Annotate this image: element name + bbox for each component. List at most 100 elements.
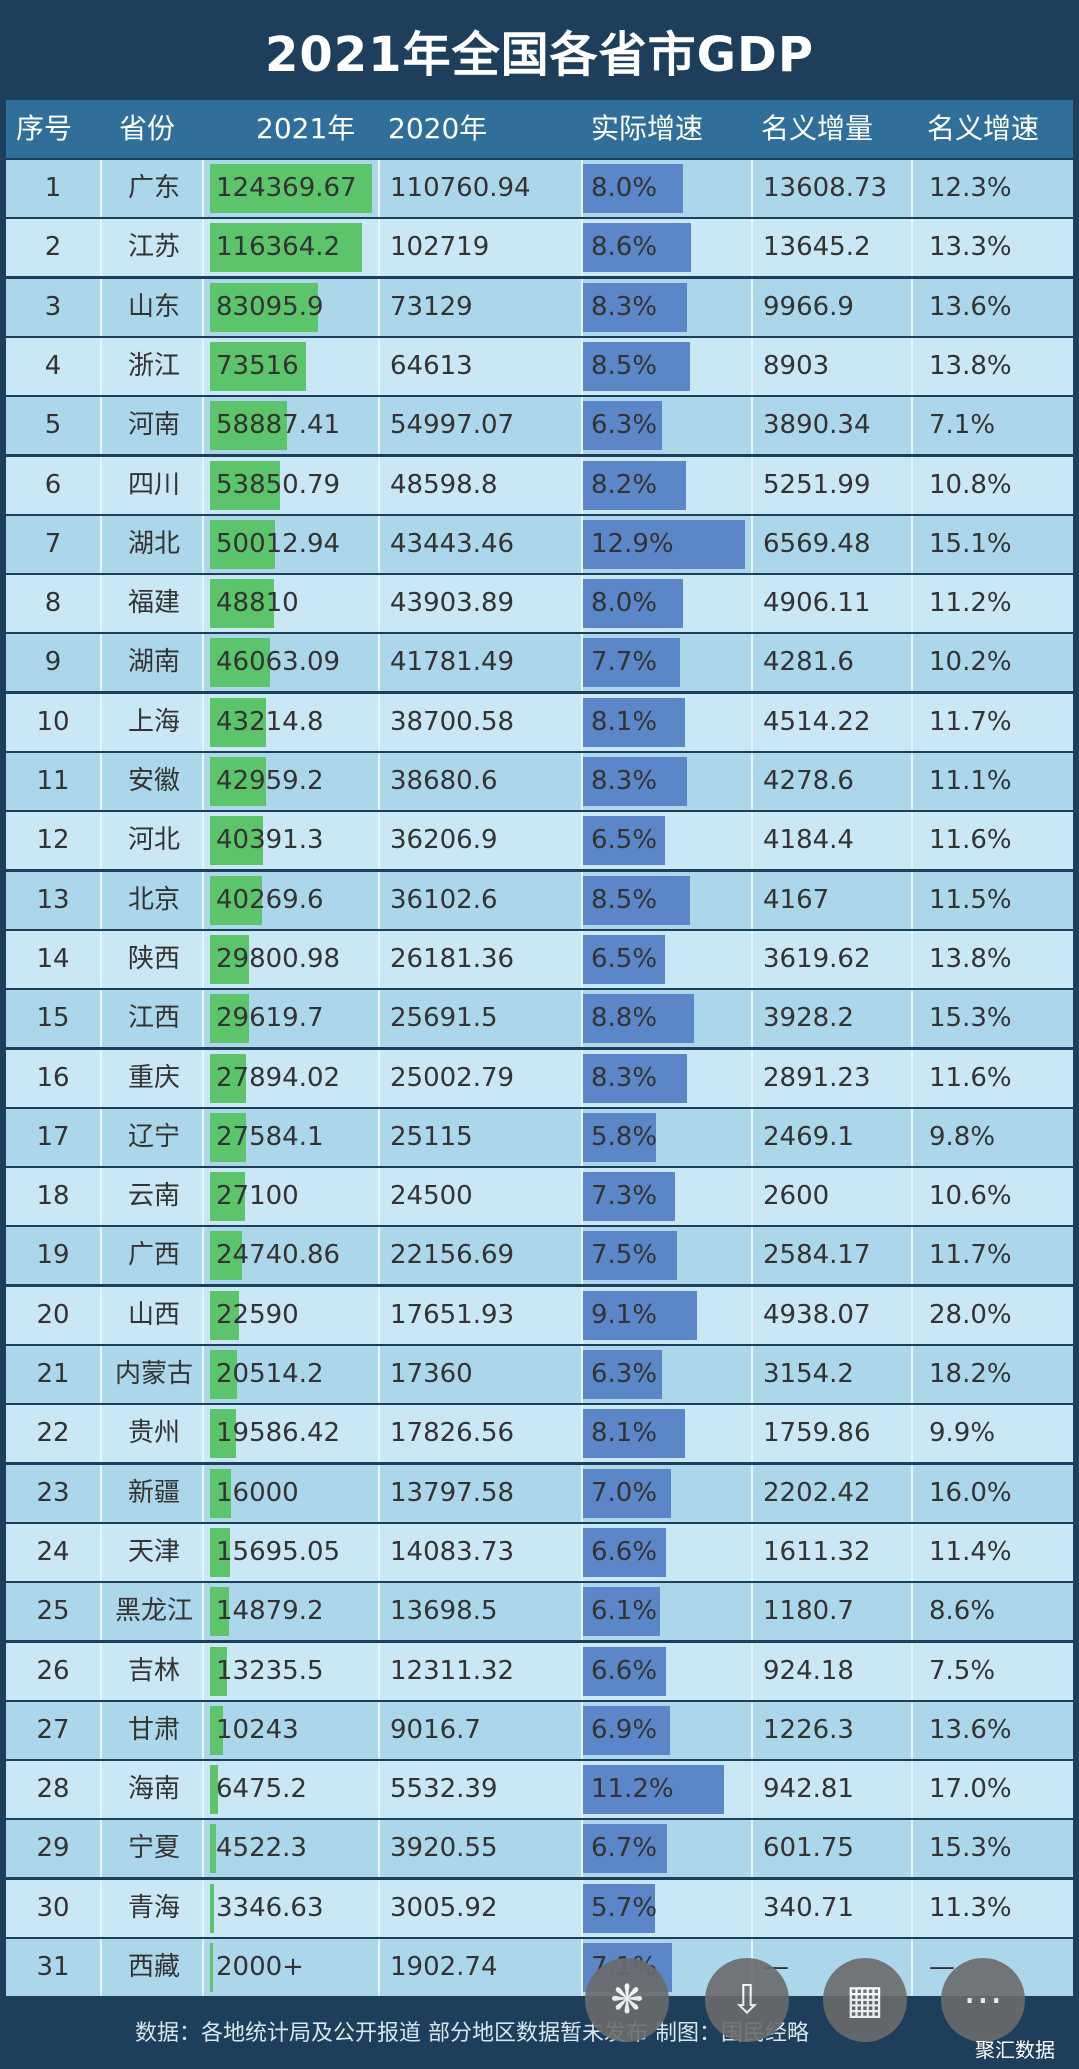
cell-real-growth: 6.5% xyxy=(591,825,658,856)
column-divider xyxy=(751,1227,753,1285)
real-growth-bar xyxy=(583,1053,688,1103)
column-divider xyxy=(751,278,753,336)
cell-nominal-increase: 3619.62 xyxy=(763,943,871,974)
column-divider xyxy=(100,1405,102,1463)
column-divider xyxy=(751,219,753,277)
cell-rank: 25 xyxy=(36,1596,70,1627)
real-growth-bar xyxy=(583,994,694,1044)
column-divider xyxy=(378,1701,380,1759)
cell-gdp-2021: 24740.86 xyxy=(216,1240,341,1271)
column-divider xyxy=(581,1108,583,1166)
download-icon[interactable]: ⇩ xyxy=(705,1958,789,2042)
table-row: 7 湖北 50012.94 43443.46 12.9% 6569.48 15.1% xyxy=(6,515,1073,573)
cell-province: 北京 xyxy=(127,884,180,915)
cell-rank: 9 xyxy=(44,647,62,678)
table-row: 8 福建 48810 43903.89 8.0% 4906.11 11.2% xyxy=(6,575,1073,633)
cell-nominal-increase: 2469.1 xyxy=(763,1121,854,1152)
gdp-2021-bar xyxy=(210,1290,240,1340)
column-divider xyxy=(911,1464,913,1522)
gdp-2021-bar xyxy=(210,1705,224,1755)
cell-province: 河南 xyxy=(127,410,180,441)
cell-real-growth: 6.3% xyxy=(591,1359,658,1389)
column-divider xyxy=(911,1761,913,1819)
column-divider xyxy=(581,515,583,573)
gdp-2021-bar xyxy=(210,697,267,747)
column-divider xyxy=(911,1583,913,1641)
cell-nominal-growth: 11.4% xyxy=(929,1536,1012,1567)
cell-nominal-growth: 11.3% xyxy=(929,1892,1012,1923)
cell-province: 重庆 xyxy=(127,1062,180,1093)
cell-nominal-growth: 13.6% xyxy=(929,1714,1012,1745)
column-divider xyxy=(751,693,753,751)
cell-nominal-growth: 10.6% xyxy=(929,1181,1012,1212)
column-divider xyxy=(100,337,102,395)
grid-icon[interactable]: ▦ xyxy=(823,1958,907,2042)
column-divider xyxy=(202,1346,204,1403)
cell-nominal-increase: 2584.17 xyxy=(763,1240,871,1271)
table-row: 19 广西 24740.86 22156.69 7.5% 2584.17 11.7% xyxy=(6,1227,1073,1285)
column-divider xyxy=(378,278,380,336)
cell-rank: 29 xyxy=(36,1833,70,1864)
cell-gdp-2020: 26181.36 xyxy=(390,943,515,974)
column-divider xyxy=(100,456,102,514)
column-divider xyxy=(202,278,204,336)
cell-real-growth: 8.8% xyxy=(591,1003,658,1034)
cell-gdp-2020: 13797.58 xyxy=(390,1477,515,1508)
cell-gdp-2021: 14879.2 xyxy=(216,1596,324,1627)
gdp-2021-bar xyxy=(210,1646,228,1696)
cell-rank: 31 xyxy=(36,1952,70,1982)
cell-province: 青海 xyxy=(127,1892,180,1923)
column-divider xyxy=(581,1820,583,1878)
column-divider xyxy=(202,1405,204,1463)
more-icon[interactable]: ⋯ xyxy=(941,1958,1025,2042)
column-divider xyxy=(751,397,753,455)
cell-real-growth: 9.1% xyxy=(591,1299,658,1330)
cell-gdp-2021: 73516 xyxy=(216,350,299,381)
column-divider xyxy=(100,1701,102,1759)
cell-gdp-2020: 102719 xyxy=(390,232,490,263)
column-divider xyxy=(202,1642,204,1700)
column-divider xyxy=(751,1761,753,1819)
cell-gdp-2021: 40391.3 xyxy=(216,825,324,856)
column-divider xyxy=(581,1286,583,1344)
column-divider xyxy=(100,278,102,336)
column-divider xyxy=(378,1108,380,1166)
real-growth-bar xyxy=(583,460,686,510)
cell-real-growth: 8.0% xyxy=(591,588,658,619)
cell-rank: 20 xyxy=(36,1299,70,1330)
column-divider xyxy=(378,160,380,217)
real-growth-bar xyxy=(583,579,684,629)
cell-gdp-2021: 27894.02 xyxy=(216,1062,341,1093)
column-divider xyxy=(202,337,204,395)
cell-nominal-growth: 18.2% xyxy=(929,1359,1012,1389)
cell-real-growth: 6.5% xyxy=(591,943,658,974)
column-divider xyxy=(581,871,583,929)
cell-gdp-2021: 16000 xyxy=(216,1477,299,1508)
cell-gdp-2021: 29619.7 xyxy=(216,1003,324,1034)
column-divider xyxy=(100,1286,102,1344)
column-divider xyxy=(751,990,753,1048)
cell-gdp-2021: 116364.2 xyxy=(216,232,341,263)
column-divider xyxy=(581,753,583,810)
gdp-2021-bar xyxy=(210,934,249,984)
real-growth-bar xyxy=(583,1527,666,1577)
column-divider xyxy=(378,1346,380,1403)
cell-nominal-growth: 11.6% xyxy=(929,825,1012,856)
table-row: 2 江苏 116364.2 102719 8.6% 13645.2 13.3% xyxy=(6,219,1073,277)
sparkle-icon[interactable]: ❋ xyxy=(585,1958,669,2042)
cell-nominal-growth: 17.0% xyxy=(929,1774,1012,1805)
cell-gdp-2021: 4522.3 xyxy=(216,1833,307,1864)
cell-real-growth: 6.3% xyxy=(591,410,658,441)
column-divider xyxy=(581,1879,583,1937)
column-divider xyxy=(100,1879,102,1937)
table-row: 13 北京 40269.6 36102.6 8.5% 4167 11.5% xyxy=(6,871,1073,929)
gdp-2021-bar xyxy=(210,994,249,1044)
table-row: 10 上海 43214.8 38700.58 8.1% 4514.22 11.7% xyxy=(6,693,1073,751)
column-divider xyxy=(581,337,583,395)
cell-rank: 7 xyxy=(44,528,62,559)
table-header: 序号 省份 2021年 2020年 实际增速 名义增量 名义增速 xyxy=(6,100,1073,158)
column-divider xyxy=(378,1049,380,1107)
column-divider xyxy=(378,1583,380,1641)
column-divider xyxy=(378,812,380,870)
cell-nominal-increase: 13608.73 xyxy=(763,173,888,203)
